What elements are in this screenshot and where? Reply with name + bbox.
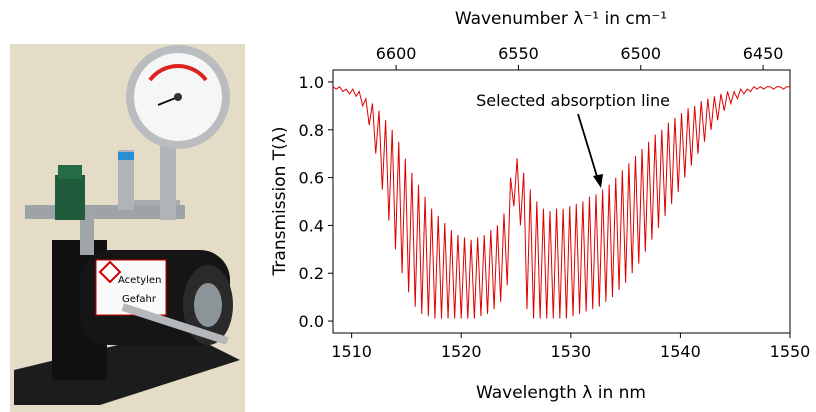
x2-tick-label: 6500 xyxy=(620,44,661,63)
y-tick-label: 0.6 xyxy=(299,169,324,188)
x-tick-label: 1550 xyxy=(770,342,811,361)
chart: Wavelength λ in nm Wavenumber λ⁻¹ in cm⁻… xyxy=(270,9,810,403)
x2-tick-label: 6450 xyxy=(743,44,784,63)
arrow-head xyxy=(593,174,603,188)
x2-tick-label: 6600 xyxy=(376,44,417,63)
x2-axis-label: Wavenumber λ⁻¹ in cm⁻¹ xyxy=(455,9,667,29)
photo-label: Acetylen xyxy=(118,275,161,286)
x-tick-label: 1530 xyxy=(550,342,591,361)
x-tick-label: 1540 xyxy=(660,342,701,361)
y-tick-label: 0.2 xyxy=(299,264,324,283)
plot-frame xyxy=(332,69,791,334)
y-tick-label: 0.8 xyxy=(299,121,324,140)
x-tick-label: 1510 xyxy=(331,342,372,361)
x-axis-label: Wavelength λ in nm xyxy=(476,383,646,403)
y-tick-label: 0.4 xyxy=(299,216,324,235)
y-tick-label: 0.0 xyxy=(299,312,324,331)
photo: Acetylen Gefahr xyxy=(10,44,245,412)
annotation: Selected absorption line xyxy=(476,91,670,110)
y-axis-label: Transmission T(λ) xyxy=(270,127,290,277)
x2-tick-label: 6550 xyxy=(498,44,539,63)
spectrum-line xyxy=(332,86,790,319)
annotation-arrow xyxy=(577,113,600,184)
y-tick-label: 1.0 xyxy=(299,73,324,92)
photo-label: Gefahr xyxy=(122,294,157,305)
x-tick-label: 1520 xyxy=(441,342,482,361)
